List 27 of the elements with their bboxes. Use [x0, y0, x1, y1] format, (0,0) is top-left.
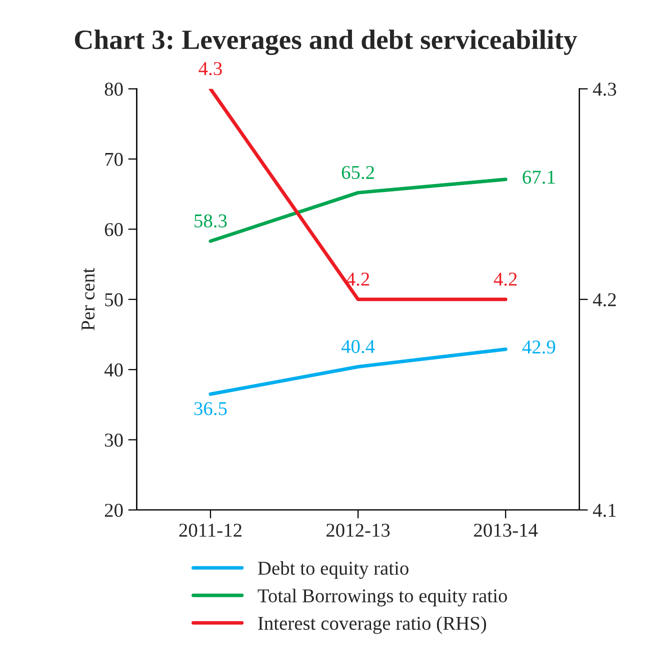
y2-tick-label: 4.1 — [592, 504, 616, 517]
y-tick-label: 80 — [104, 82, 123, 96]
y2-tick-label: 4.3 — [592, 82, 616, 96]
legend-label: Interest coverage ratio (RHS) — [258, 616, 486, 634]
data-label: 36.5 — [194, 402, 227, 416]
y-tick-label: 20 — [104, 504, 123, 517]
data-label: 4.3 — [198, 62, 222, 76]
x-tick-label: 2012-13 — [326, 524, 390, 537]
y-tick-label: 70 — [105, 152, 123, 166]
legend-label: Debt to equity ratio — [258, 561, 408, 579]
y2-tick-label: 4.2 — [592, 293, 616, 306]
data-label: 4.2 — [494, 272, 517, 286]
x-tick-label: 2011-12 — [179, 524, 242, 537]
data-label: 67.1 — [522, 170, 555, 184]
y-axis-title: Per cent — [82, 268, 95, 330]
data-label: 4.2 — [346, 272, 370, 286]
x-tick-label: 2013-14 — [474, 524, 538, 537]
data-label: 58.3 — [194, 214, 227, 228]
legend-label: Total Borrowings to equity ratio — [258, 588, 507, 606]
y-tick-label: 50 — [105, 293, 123, 306]
chart-title: Chart 3: Leverages and debt serviceability — [74, 30, 578, 56]
y-tick-label: 40 — [104, 363, 123, 377]
data-label: 65.2 — [342, 166, 374, 180]
data-label: 40.4 — [341, 340, 375, 354]
y-tick-label: 60 — [104, 223, 123, 236]
data-label: 42.9 — [522, 340, 556, 354]
y-tick-label: 30 — [105, 434, 123, 447]
